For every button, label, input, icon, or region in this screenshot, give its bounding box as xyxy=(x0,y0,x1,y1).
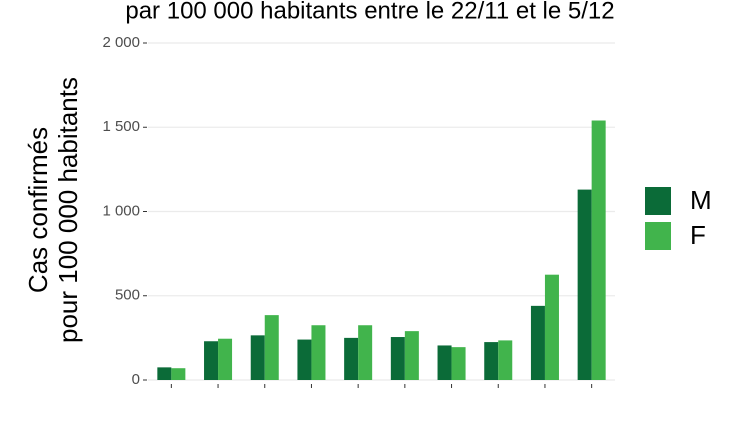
bar xyxy=(484,342,499,380)
bar xyxy=(204,341,219,380)
bar xyxy=(437,345,452,380)
legend-label: F xyxy=(690,220,706,250)
bar xyxy=(297,339,312,380)
y-axis-label: Cas confirmés xyxy=(23,127,53,293)
bar xyxy=(344,337,359,380)
bar xyxy=(591,120,606,380)
y-tick-label: 1 000 xyxy=(102,202,140,219)
bar xyxy=(498,340,513,380)
y-tick-label: 2 000 xyxy=(102,34,140,51)
bar xyxy=(157,367,172,380)
legend-label: M xyxy=(690,185,712,215)
bar xyxy=(530,305,545,380)
bar xyxy=(218,338,233,380)
bar xyxy=(311,325,326,380)
bar xyxy=(358,325,373,380)
bar xyxy=(390,337,405,380)
bar xyxy=(577,189,592,380)
legend-swatch xyxy=(645,222,671,250)
y-tick-label: 0 xyxy=(132,371,140,388)
bar xyxy=(250,335,265,380)
y-axis-label: pour 100 000 habitants xyxy=(53,77,83,343)
bar xyxy=(544,274,559,380)
bar xyxy=(404,331,419,380)
bar xyxy=(264,315,279,380)
bar xyxy=(171,368,186,380)
chart-title: par 100 000 habitants entre le 22/11 et … xyxy=(125,0,614,24)
y-tick-label: 500 xyxy=(115,287,140,304)
bar xyxy=(451,347,466,380)
legend-swatch xyxy=(645,187,671,215)
y-tick-label: 1 500 xyxy=(102,118,140,135)
